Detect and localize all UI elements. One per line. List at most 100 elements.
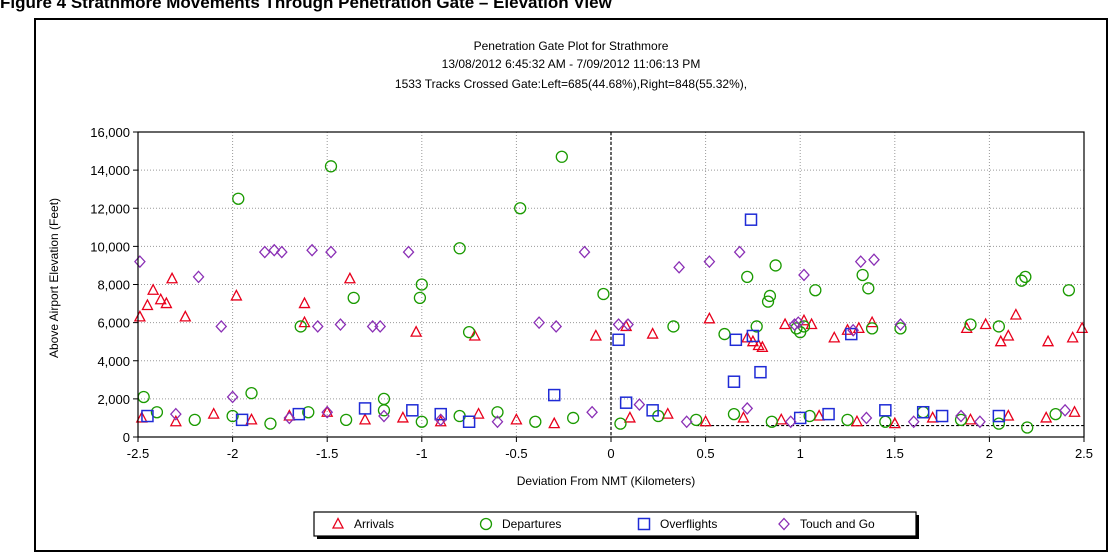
data-markers [133, 150, 1089, 434]
diamond-marker [792, 316, 805, 330]
triangle-marker [979, 317, 992, 330]
x-tick-label: 2 [986, 446, 993, 461]
y-tick-label: 0 [123, 430, 130, 445]
diamond-marker [215, 319, 228, 333]
y-tick-label: 4,000 [97, 354, 130, 369]
y-tick-label: 10,000 [90, 239, 130, 254]
x-tick-label: 2.5 [1075, 446, 1093, 461]
circle-marker [264, 417, 277, 430]
diamond-marker [134, 255, 146, 269]
circle-marker [415, 278, 428, 291]
diamond-marker [378, 409, 390, 423]
diamond-marker [321, 405, 334, 419]
triangle-marker [147, 283, 160, 295]
square-marker [619, 396, 633, 409]
diamond-marker [258, 245, 271, 259]
circle-marker [894, 322, 907, 335]
triangle-marker [623, 411, 636, 423]
circle-marker [1062, 284, 1076, 297]
chart-subtitle: 13/08/2012 6:45:32 AM - 7/09/2012 11:06:… [442, 57, 701, 71]
diamond-marker [325, 245, 337, 259]
triangle-marker [888, 416, 901, 429]
triangle-marker [1041, 334, 1055, 347]
circle-marker [763, 289, 777, 303]
circle-marker [226, 409, 239, 423]
triangle-marker [165, 271, 179, 284]
diamond-marker [402, 245, 415, 259]
triangle-marker [926, 411, 939, 423]
circle-marker [529, 415, 542, 428]
triangle-marker [410, 325, 423, 337]
square-marker [141, 409, 154, 423]
diamond-marker [311, 319, 324, 333]
circle-marker [339, 413, 353, 426]
square-marker [754, 365, 767, 379]
diamond-marker [550, 319, 563, 333]
triangle-marker [298, 296, 311, 309]
legend-label: Departures [502, 517, 561, 531]
circle-marker [992, 417, 1006, 430]
chart-subtitle-tracks: 1533 Tracks Crossed Gate:Left=685(44.68%… [395, 77, 747, 91]
legend-label: Overflights [660, 517, 717, 531]
chart-title: Penetration Gate Plot for Strathmore [474, 39, 669, 53]
diamond-marker [366, 319, 379, 333]
axes: -2.5 -2 -1.5 -1 -0.5 0 0.5 1 1.5 2 2.5 0 2,000 4,000 6… [90, 125, 1093, 461]
circle-marker [992, 320, 1006, 333]
circle-marker [1049, 407, 1062, 421]
x-tick-label: 0 [607, 446, 614, 461]
diamond-marker [741, 401, 754, 415]
circle-marker [245, 387, 258, 400]
triangle-marker [778, 317, 792, 330]
diamond-marker [578, 245, 591, 259]
triangle-marker [828, 330, 841, 343]
circle-marker [727, 407, 741, 421]
circle-marker [597, 287, 610, 301]
circle-marker [324, 160, 338, 173]
diamond-marker [860, 411, 873, 425]
circle-marker [1019, 270, 1032, 284]
triangle-marker [245, 412, 258, 425]
series-departures [137, 150, 1076, 434]
circle-marker [790, 322, 803, 335]
square-marker [235, 413, 249, 427]
diamond-marker [680, 415, 693, 429]
legend-triangle-icon [331, 517, 345, 529]
circle-marker [803, 409, 816, 423]
triangle-marker [756, 340, 769, 353]
circle-marker [769, 259, 782, 272]
circle-marker [741, 270, 754, 284]
triangle-marker [510, 412, 523, 425]
x-tick-label: -1.5 [316, 446, 338, 461]
triangle-marker [468, 329, 481, 341]
diamond-marker [633, 398, 646, 412]
diamond-marker [733, 245, 746, 259]
triangle-marker [1068, 405, 1081, 417]
diamond-marker [434, 413, 447, 427]
square-marker [547, 388, 561, 402]
triangle-marker [1009, 308, 1022, 320]
chart-frame: Penetration Gate Plot for Strathmore 13/… [34, 18, 1108, 552]
legend-label: Arrivals [354, 517, 394, 531]
circle-marker [491, 406, 504, 419]
triangle-marker [343, 271, 356, 284]
circle-marker [761, 295, 775, 308]
y-tick-label: 6,000 [97, 316, 130, 331]
diamond-marker [306, 243, 318, 257]
square-marker [879, 404, 892, 417]
x-tick-label: 1 [797, 446, 804, 461]
triangle-marker [699, 414, 712, 427]
triangle-marker [321, 405, 334, 417]
circle-marker [150, 406, 164, 419]
triangle-marker [960, 321, 973, 333]
triangle-marker [813, 409, 826, 421]
circle-marker [377, 404, 391, 417]
circle-marker [856, 268, 869, 282]
y-tick-label: 2,000 [97, 392, 130, 407]
diamond-marker [854, 255, 867, 269]
diamond-marker [169, 407, 182, 421]
x-tick-label: -1 [416, 446, 428, 461]
circle-marker [302, 406, 315, 419]
circle-marker [137, 390, 150, 404]
diamond-marker [894, 318, 907, 331]
diamond-marker [868, 253, 880, 267]
